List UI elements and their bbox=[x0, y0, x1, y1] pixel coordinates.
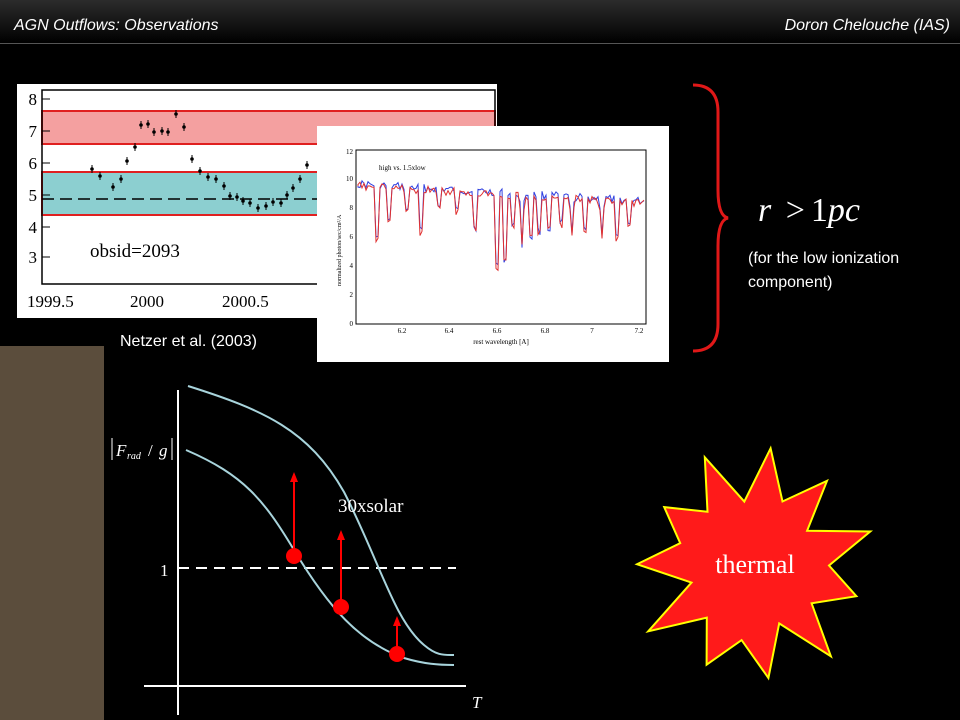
curly-brace bbox=[692, 83, 729, 353]
formula-operator: > bbox=[785, 192, 805, 229]
spec-x-tick-6-2: 6.2 bbox=[398, 327, 407, 335]
lower-curve bbox=[185, 449, 455, 666]
formula-lhs: r bbox=[758, 192, 772, 229]
thermal-burst: thermal bbox=[634, 445, 874, 681]
spec-y-tick-10: 10 bbox=[346, 175, 354, 183]
burst-label: thermal bbox=[715, 550, 794, 579]
marker-3 bbox=[389, 616, 405, 662]
y-tick-5: 5 bbox=[29, 186, 38, 205]
slide-author: Doron Chelouche (IAS) bbox=[784, 17, 950, 34]
y-tick-4: 4 bbox=[29, 218, 38, 237]
upper-curve bbox=[187, 385, 455, 657]
spectrum-plot: high vs. 1.5xlow rest wavelength [A] nor… bbox=[317, 126, 669, 362]
citation-text: Netzer et al. (2003) bbox=[120, 333, 257, 350]
y-tick-8: 8 bbox=[29, 90, 38, 109]
curve-label: 30xsolar bbox=[338, 496, 404, 517]
result-note-1: (for the low ionization bbox=[748, 250, 900, 267]
spec-x-tick-6-8: 6.8 bbox=[541, 327, 550, 335]
spectrum-legend: high vs. 1.5xlow bbox=[379, 164, 427, 172]
spec-x-tick-6-6: 6.6 bbox=[493, 327, 502, 335]
marker-1 bbox=[286, 472, 302, 564]
result-note-2: component) bbox=[748, 274, 833, 291]
diagram-xlabel: T bbox=[472, 693, 483, 712]
spectrum-series bbox=[357, 179, 645, 272]
ylabel-sub: rad bbox=[127, 451, 142, 462]
y-tick-3: 3 bbox=[29, 248, 38, 267]
x-tick-1999-5: 1999.5 bbox=[27, 292, 74, 311]
y-tick-6: 6 bbox=[29, 154, 38, 173]
spectrum-background bbox=[317, 126, 669, 362]
burst-shape bbox=[634, 445, 874, 681]
spec-y-tick-4: 4 bbox=[350, 262, 354, 270]
brace-path bbox=[692, 83, 729, 353]
slide-header: AGN Outflows: Observations Doron Chelouc… bbox=[0, 0, 960, 44]
unity-label: 1 bbox=[160, 561, 169, 580]
slide-title: AGN Outflows: Observations bbox=[14, 17, 219, 34]
y-tick-7: 7 bbox=[29, 122, 38, 141]
spectrum-ylabel: normalized photon/sec/cm²/A bbox=[337, 214, 343, 286]
formula-unit: pc bbox=[827, 192, 861, 229]
marker-2 bbox=[333, 530, 349, 615]
spectrum-xlabel: rest wavelength [A] bbox=[473, 338, 529, 346]
spec-y-tick-8: 8 bbox=[350, 204, 354, 212]
spec-y-tick-2: 2 bbox=[350, 291, 354, 299]
spec-x-tick-7-2: 7.2 bbox=[635, 327, 644, 335]
svg-text:/: / bbox=[148, 441, 153, 460]
formula-number: 1 bbox=[810, 192, 828, 229]
force-ratio-diagram: F rad / g 1 T 30xsolar bbox=[111, 385, 483, 715]
spec-x-tick-6-4: 6.4 bbox=[445, 327, 454, 335]
spectrum-frame bbox=[355, 149, 647, 325]
x-tick-2000-5: 2000.5 bbox=[222, 292, 269, 311]
lightcurve-points bbox=[90, 110, 309, 212]
spec-y-tick-12: 12 bbox=[346, 148, 354, 156]
obsid-label: obsid=2093 bbox=[90, 241, 180, 262]
diagram-ylabel: F rad / g bbox=[111, 438, 173, 462]
spec-x-tick-7: 7 bbox=[590, 327, 594, 335]
sidebar-panel: testing bbox=[0, 346, 104, 720]
spec-y-tick-0: 0 bbox=[350, 320, 354, 328]
ylabel-f: F bbox=[115, 441, 127, 460]
spec-y-tick-6: 6 bbox=[350, 233, 354, 241]
ylabel-g: g bbox=[159, 441, 168, 460]
lightcurve-ticks bbox=[42, 98, 50, 258]
x-tick-2000: 2000 bbox=[130, 292, 164, 311]
distance-formula: r >1pc bbox=[758, 192, 860, 230]
